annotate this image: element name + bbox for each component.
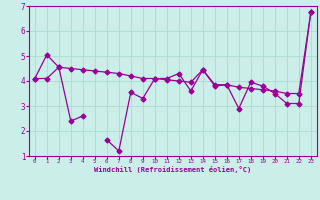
X-axis label: Windchill (Refroidissement éolien,°C): Windchill (Refroidissement éolien,°C) bbox=[94, 166, 252, 173]
